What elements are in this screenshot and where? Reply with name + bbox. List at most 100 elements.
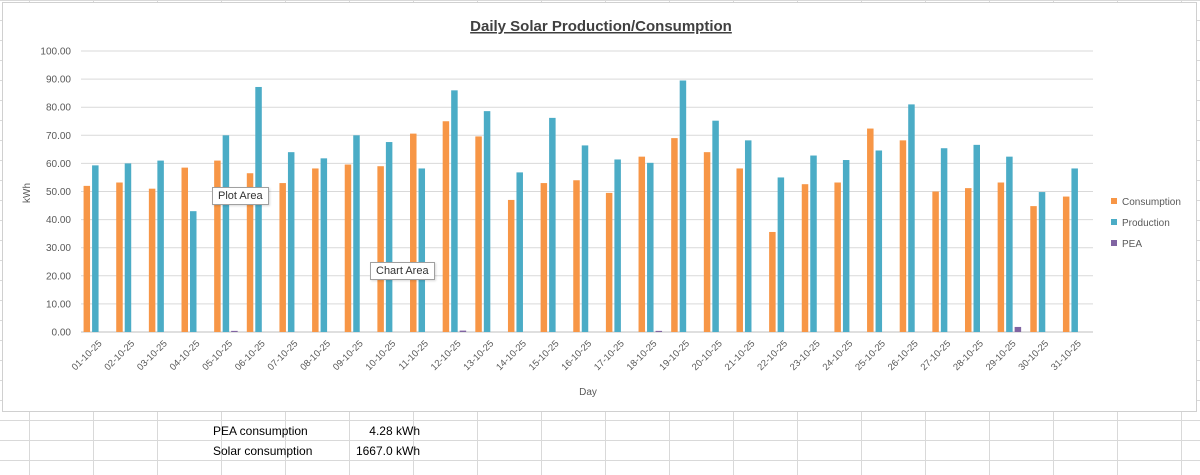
bar-consumption-23-10-25[interactable] bbox=[801, 184, 809, 332]
chart-svg: Daily Solar Production/Consumption 0.00 1… bbox=[22, 18, 1181, 398]
y-axis-title: kWh bbox=[22, 183, 33, 203]
bar-production-16-10-25[interactable] bbox=[581, 145, 589, 332]
x-tick-label: 30-10-25 bbox=[1016, 338, 1051, 373]
x-tick-label: 31-10-25 bbox=[1049, 338, 1084, 373]
bar-consumption-22-10-25[interactable] bbox=[769, 231, 776, 332]
bar-production-26-10-25[interactable] bbox=[908, 104, 915, 332]
bar-pea-05-10-25[interactable] bbox=[231, 330, 238, 332]
bar-consumption-06-10-25[interactable] bbox=[246, 173, 254, 332]
bar-consumption-12-10-25[interactable] bbox=[442, 121, 450, 332]
x-tick-label: 04-10-25 bbox=[168, 338, 203, 373]
bar-consumption-29-10-25[interactable] bbox=[997, 182, 1005, 332]
x-tick-label: 21-10-25 bbox=[723, 338, 758, 373]
y-tick-label: 60.00 bbox=[46, 159, 71, 170]
x-tick-label: 11-10-25 bbox=[397, 338, 431, 372]
y-tick-label: 40.00 bbox=[46, 215, 71, 226]
bar-production-31-10-25[interactable] bbox=[1071, 168, 1078, 332]
bar-consumption-30-10-25[interactable] bbox=[1030, 206, 1037, 332]
bar-production-13-10-25[interactable] bbox=[483, 111, 491, 332]
bar-consumption-16-10-25[interactable] bbox=[573, 180, 580, 332]
x-tick-label: 25-10-25 bbox=[853, 338, 888, 373]
bar-production-19-10-25[interactable] bbox=[679, 80, 687, 332]
bar-consumption-13-10-25[interactable] bbox=[475, 136, 482, 332]
x-tick-label: 29-10-25 bbox=[984, 338, 1019, 373]
x-tick-label: 01-10-25 bbox=[70, 338, 105, 373]
bar-production-25-10-25[interactable] bbox=[875, 150, 883, 332]
bar-consumption-20-10-25[interactable] bbox=[703, 152, 711, 332]
bar-production-15-10-25[interactable] bbox=[549, 117, 556, 333]
bar-production-30-10-25[interactable] bbox=[1038, 192, 1046, 332]
bar-consumption-25-10-25[interactable] bbox=[867, 128, 874, 332]
bar-pea-18-10-25[interactable] bbox=[655, 330, 663, 332]
y-tick-label: 50.00 bbox=[46, 187, 71, 198]
bar-production-09-10-25[interactable] bbox=[353, 135, 360, 332]
y-tick-label: 100.00 bbox=[40, 47, 71, 58]
x-tick-label: 24-10-25 bbox=[821, 338, 856, 373]
bar-production-05-10-25[interactable] bbox=[222, 135, 230, 332]
chart-area[interactable]: Daily Solar Production/Consumption 0.00 1… bbox=[2, 2, 1197, 412]
bar-production-02-10-25[interactable] bbox=[124, 163, 132, 332]
x-tick-label: 27-10-25 bbox=[919, 338, 954, 373]
summary-rows: PEA consumption 4.28 kWh Solar consumpti… bbox=[0, 413, 1200, 475]
bar-production-04-10-25[interactable] bbox=[190, 211, 197, 332]
bar-production-08-10-25[interactable] bbox=[320, 158, 328, 332]
pea-consumption-label: PEA consumption bbox=[213, 424, 308, 438]
x-tick-label: 03-10-25 bbox=[135, 338, 170, 373]
y-tick-label: 10.00 bbox=[46, 299, 71, 310]
bar-consumption-18-10-25[interactable] bbox=[638, 156, 646, 332]
bar-consumption-02-10-25[interactable] bbox=[116, 182, 123, 332]
legend-label-consumption: Consumption bbox=[1122, 197, 1181, 208]
bar-production-27-10-25[interactable] bbox=[940, 148, 948, 332]
bar-production-06-10-25[interactable] bbox=[255, 86, 262, 332]
bar-production-14-10-25[interactable] bbox=[516, 172, 523, 332]
chart-title: Daily Solar Production/Consumption bbox=[470, 18, 732, 35]
bar-pea-12-10-25[interactable] bbox=[459, 330, 467, 332]
bar-production-21-10-25[interactable] bbox=[744, 140, 752, 332]
x-axis-title: Day bbox=[579, 387, 597, 398]
bar-production-10-10-25[interactable] bbox=[385, 142, 393, 332]
x-tick-label: 20-10-25 bbox=[690, 338, 725, 373]
bar-consumption-09-10-25[interactable] bbox=[344, 164, 352, 332]
bar-consumption-03-10-25[interactable] bbox=[148, 188, 156, 332]
bar-pea-29-10-25[interactable] bbox=[1014, 326, 1022, 332]
bar-production-01-10-25[interactable] bbox=[92, 165, 99, 332]
bar-consumption-21-10-25[interactable] bbox=[736, 168, 743, 332]
bar-consumption-17-10-25[interactable] bbox=[605, 192, 613, 332]
x-tick-label: 18-10-25 bbox=[625, 338, 660, 373]
x-tick-label: 06-10-25 bbox=[233, 338, 268, 373]
x-tick-label: 10-10-25 bbox=[364, 338, 399, 373]
bar-consumption-10-10-25[interactable] bbox=[377, 166, 384, 332]
bar-consumption-01-10-25[interactable] bbox=[83, 185, 91, 332]
bar-production-12-10-25[interactable] bbox=[451, 90, 458, 332]
bar-production-18-10-25[interactable] bbox=[647, 162, 654, 332]
bar-consumption-31-10-25[interactable] bbox=[1062, 196, 1070, 332]
bar-production-07-10-25[interactable] bbox=[287, 152, 295, 332]
bar-consumption-27-10-25[interactable] bbox=[932, 191, 939, 333]
bar-consumption-07-10-25[interactable] bbox=[279, 183, 286, 332]
bar-production-11-10-25[interactable] bbox=[418, 168, 426, 332]
x-tick-label: 09-10-25 bbox=[331, 338, 366, 373]
bar-consumption-28-10-25[interactable] bbox=[964, 188, 972, 332]
bar-production-17-10-25[interactable] bbox=[614, 159, 621, 332]
bar-consumption-19-10-25[interactable] bbox=[671, 138, 678, 332]
bar-production-29-10-25[interactable] bbox=[1006, 156, 1013, 332]
bar-production-22-10-25[interactable] bbox=[777, 177, 785, 332]
bar-production-28-10-25[interactable] bbox=[973, 144, 980, 332]
x-tick-label: 23-10-25 bbox=[788, 338, 823, 373]
bar-consumption-24-10-25[interactable] bbox=[834, 182, 841, 332]
bar-consumption-11-10-25[interactable] bbox=[410, 133, 417, 332]
bar-production-23-10-25[interactable] bbox=[810, 155, 817, 332]
legend[interactable]: Consumption Production PEA bbox=[1111, 197, 1181, 250]
legend-swatch-consumption bbox=[1111, 198, 1117, 204]
x-tick-label: 13-10-25 bbox=[462, 338, 497, 373]
bar-consumption-26-10-25[interactable] bbox=[899, 140, 907, 332]
bar-consumption-04-10-25[interactable] bbox=[181, 167, 189, 332]
bar-production-24-10-25[interactable] bbox=[842, 160, 850, 332]
x-tick-label: 22-10-25 bbox=[755, 338, 790, 373]
bar-consumption-14-10-25[interactable] bbox=[507, 199, 515, 332]
bar-consumption-05-10-25[interactable] bbox=[214, 160, 221, 332]
bar-production-03-10-25[interactable] bbox=[157, 160, 164, 332]
bar-consumption-08-10-25[interactable] bbox=[312, 168, 319, 332]
bar-production-20-10-25[interactable] bbox=[712, 120, 719, 332]
bar-consumption-15-10-25[interactable] bbox=[540, 183, 548, 332]
